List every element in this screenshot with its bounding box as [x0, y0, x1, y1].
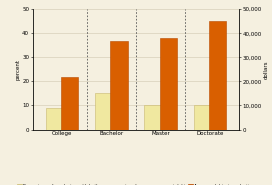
Bar — [160, 38, 177, 130]
Bar — [194, 105, 211, 130]
Bar — [95, 93, 112, 130]
Bar — [46, 108, 63, 130]
Bar — [209, 21, 226, 130]
Bar — [144, 105, 162, 130]
Y-axis label: dollars: dollars — [264, 60, 268, 79]
Legend: Percentage of graduates with both government and non-government debt, Average de: Percentage of graduates with both govern… — [16, 182, 256, 185]
Bar — [110, 41, 128, 130]
Bar — [61, 77, 78, 130]
Y-axis label: percent: percent — [16, 59, 21, 80]
